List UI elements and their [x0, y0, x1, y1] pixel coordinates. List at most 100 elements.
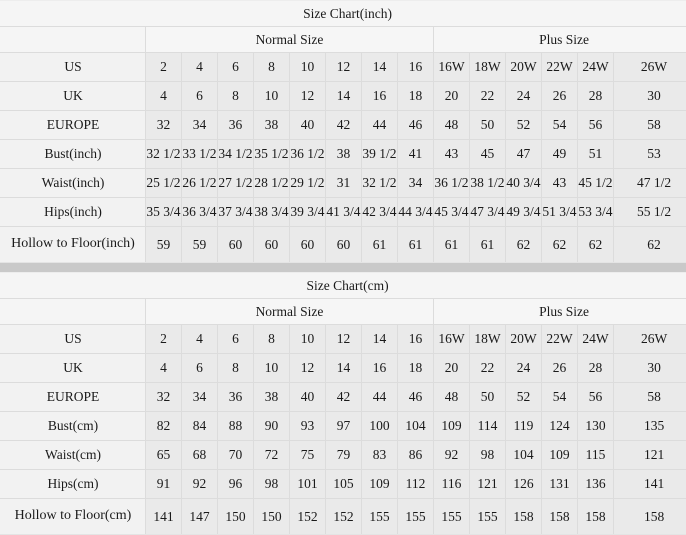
table-cell: 34	[182, 383, 218, 412]
table-cell: 51	[578, 140, 614, 169]
table-cell: 47	[506, 140, 542, 169]
table-cell: 45 3/4	[434, 198, 470, 227]
chart-title: Size Chart(inch)	[1, 1, 686, 27]
table-cell: 68	[182, 441, 218, 470]
table-cell: 152	[290, 499, 326, 535]
row-label: UK	[1, 82, 146, 111]
table-cell: 155	[362, 499, 398, 535]
table-cell: 97	[326, 412, 362, 441]
chart-title: Size Chart(cm)	[1, 273, 686, 299]
table-cell: 14	[326, 354, 362, 383]
table-cell: 98	[254, 470, 290, 499]
chart-divider	[0, 263, 686, 272]
table-cell: 72	[254, 441, 290, 470]
table-cell: 50	[470, 111, 506, 140]
table-cell: 83	[362, 441, 398, 470]
table-cell: 16	[398, 325, 434, 354]
table-cell: 42 3/4	[362, 198, 398, 227]
table-cell: 22W	[542, 53, 578, 82]
table-cell: 70	[218, 441, 254, 470]
table-cell: 130	[578, 412, 614, 441]
row-label: US	[1, 53, 146, 82]
table-cell: 10	[290, 53, 326, 82]
table-cell: 75	[290, 441, 326, 470]
table-cell: 60	[290, 227, 326, 263]
table-cell: 61	[362, 227, 398, 263]
table-cell: 35 3/4	[146, 198, 182, 227]
table-cell: 56	[578, 383, 614, 412]
row-label: EUROPE	[1, 383, 146, 412]
table-cell: 155	[434, 499, 470, 535]
table-cell: 38	[254, 111, 290, 140]
table-cell: 150	[254, 499, 290, 535]
table-cell: 62	[506, 227, 542, 263]
table-cell: 49	[542, 140, 578, 169]
row-label: Bust(cm)	[1, 412, 146, 441]
group-header-plus-size: Plus Size	[434, 299, 686, 325]
table-cell: 36 1/2	[290, 140, 326, 169]
table-cell: 58	[614, 111, 686, 140]
table-cell: 59	[146, 227, 182, 263]
table-cell: 43	[542, 169, 578, 198]
group-header-normal-size: Normal Size	[146, 299, 434, 325]
row-label: UK	[1, 354, 146, 383]
table-cell: 22	[470, 354, 506, 383]
table-cell: 6	[182, 82, 218, 111]
table-cell: 92	[182, 470, 218, 499]
table-cell: 158	[542, 499, 578, 535]
table-cell: 56	[578, 111, 614, 140]
table-cell: 88	[218, 412, 254, 441]
table-cell: 116	[434, 470, 470, 499]
table-cell: 42	[326, 383, 362, 412]
table-cell: 158	[614, 499, 686, 535]
table-cell: 49 3/4	[506, 198, 542, 227]
table-cell: 10	[254, 354, 290, 383]
table-cell: 38 1/2	[470, 169, 506, 198]
table-cell: 41 3/4	[326, 198, 362, 227]
table-cell: 4	[182, 53, 218, 82]
table-cell: 2	[146, 325, 182, 354]
group-header-blank	[1, 27, 146, 53]
table-cell: 25 1/2	[146, 169, 182, 198]
table-cell: 32 1/2	[146, 140, 182, 169]
table-cell: 22W	[542, 325, 578, 354]
table-cell: 43	[434, 140, 470, 169]
table-cell: 16	[362, 354, 398, 383]
table-cell: 20	[434, 82, 470, 111]
table-cell: 31	[326, 169, 362, 198]
table-cell: 47 3/4	[470, 198, 506, 227]
table-cell: 12	[290, 354, 326, 383]
table-cell: 124	[542, 412, 578, 441]
table-cell: 39 3/4	[290, 198, 326, 227]
table-cell: 44	[362, 111, 398, 140]
table-cell: 105	[326, 470, 362, 499]
table-cell: 155	[470, 499, 506, 535]
table-cell: 158	[506, 499, 542, 535]
row-label: Hips(inch)	[1, 198, 146, 227]
table-cell: 54	[542, 383, 578, 412]
table-cell: 36 3/4	[182, 198, 218, 227]
table-cell: 6	[182, 354, 218, 383]
table-cell: 12	[326, 53, 362, 82]
table-cell: 34	[182, 111, 218, 140]
table-cell: 98	[470, 441, 506, 470]
table-cell: 36	[218, 383, 254, 412]
table-cell: 39 1/2	[362, 140, 398, 169]
table-cell: 45	[470, 140, 506, 169]
table-cell: 104	[506, 441, 542, 470]
table-cell: 48	[434, 111, 470, 140]
table-cell: 62	[578, 227, 614, 263]
row-label: Bust(inch)	[1, 140, 146, 169]
table-cell: 6	[218, 53, 254, 82]
table-cell: 18W	[470, 53, 506, 82]
table-cell: 38 3/4	[254, 198, 290, 227]
table-cell: 121	[470, 470, 506, 499]
